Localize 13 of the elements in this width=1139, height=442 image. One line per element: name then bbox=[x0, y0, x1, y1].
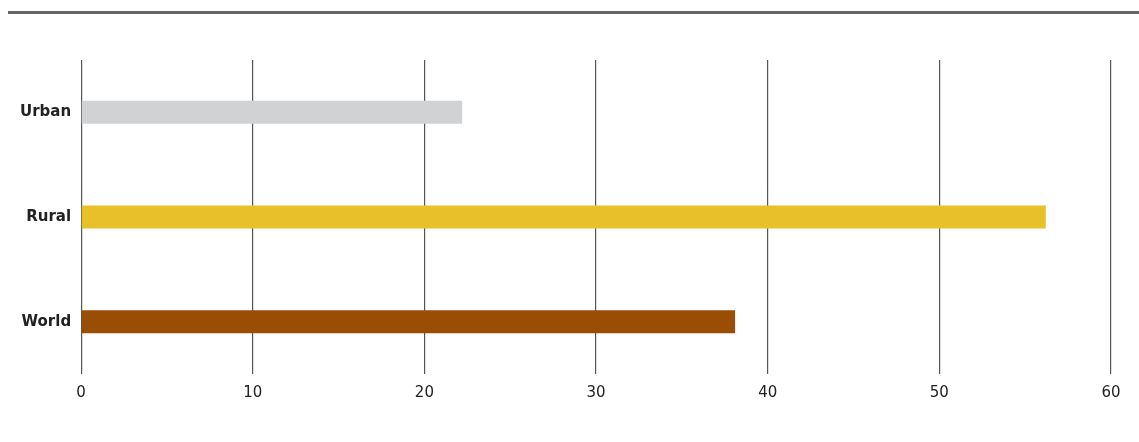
x-tick-label: 50 bbox=[929, 382, 949, 401]
bar bbox=[81, 100, 463, 124]
x-tick-label: 10 bbox=[243, 382, 263, 401]
x-tick-label: 40 bbox=[758, 382, 778, 401]
y-tick-label: Rural bbox=[26, 206, 72, 225]
x-tick-label: 60 bbox=[1101, 382, 1121, 401]
x-tick-label: 30 bbox=[586, 382, 606, 401]
y-tick-label: World bbox=[21, 311, 72, 330]
x-tick-label: 20 bbox=[414, 382, 434, 401]
x-tick-label: 0 bbox=[76, 382, 86, 401]
bar bbox=[81, 205, 1046, 229]
y-tick-label: Urban bbox=[19, 102, 72, 121]
bar bbox=[81, 310, 736, 334]
